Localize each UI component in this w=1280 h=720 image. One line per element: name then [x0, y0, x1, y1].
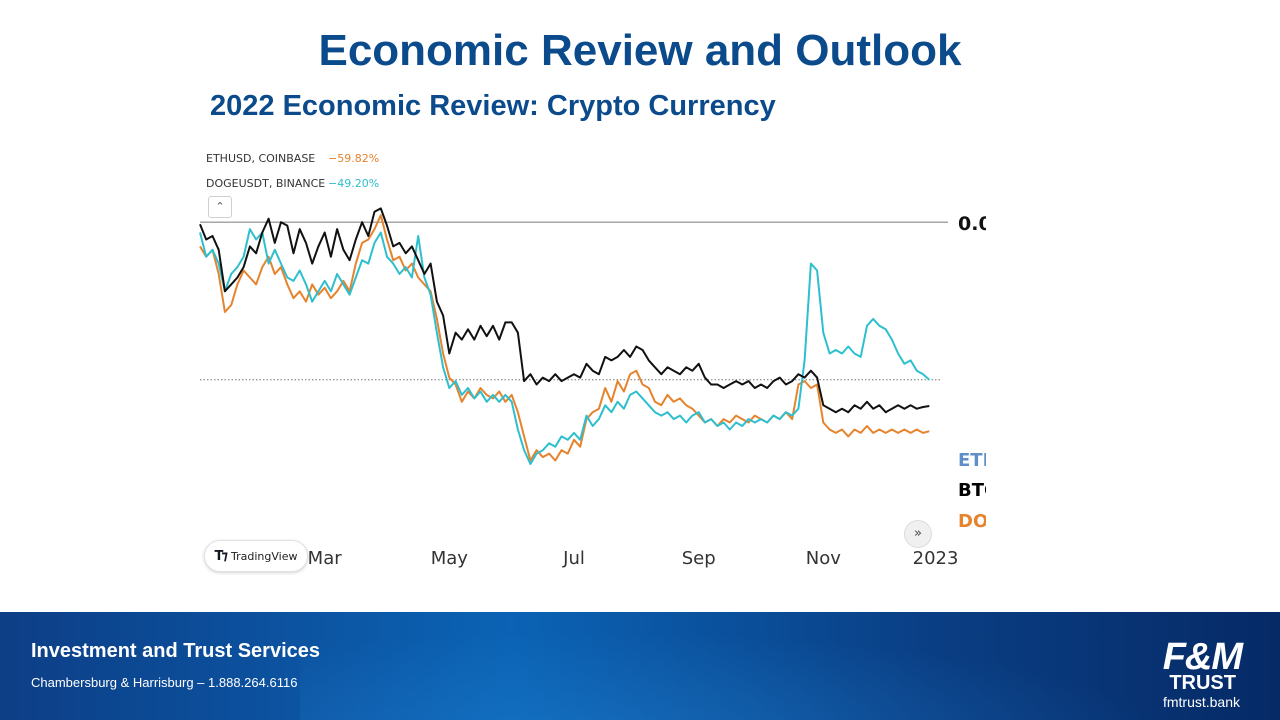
page-subtitle: 2022 Economic Review: Crypto Currency	[210, 90, 776, 122]
end-label-name: ETH:	[958, 450, 986, 471]
series-line-doge	[199, 214, 930, 462]
logo-url: fmtrust.bank	[1162, 694, 1240, 710]
page-title: Economic Review and Outlook	[318, 26, 962, 75]
baseline-label: 0.0%	[958, 213, 986, 235]
tradingview-badge[interactable]: T⁊ TradingView	[204, 540, 308, 572]
fm-trust-logo: F&M TRUST fmtrust.bank	[1112, 636, 1243, 712]
series-line-btc	[199, 207, 930, 414]
footer-contact: Chambersburg & Harrisburg – 1.888.264.61…	[31, 675, 298, 690]
x-tick-label: May	[431, 548, 469, 569]
tradingview-label: TradingView	[231, 549, 298, 563]
x-tick-label: Nov	[806, 548, 841, 569]
x-tick-label: Sep	[682, 548, 716, 569]
tradingview-logo-icon: T⁊	[214, 548, 227, 564]
x-tick-label: Jul	[562, 548, 585, 569]
legend-symbol: ETHUSD, COINBASE	[206, 152, 315, 165]
logo-main: F&M	[1162, 636, 1243, 678]
x-tick-label: 2023	[913, 548, 959, 569]
series-line-eth	[199, 228, 930, 465]
legend-value: −49.20%	[328, 177, 379, 190]
legend-value: −59.82%	[328, 152, 379, 165]
legend-symbol: DOGEUSDT, BINANCE	[206, 177, 325, 190]
logo-sub: TRUST	[1169, 672, 1236, 694]
footer-bar: Investment and Trust Services Chambersbu…	[0, 612, 1280, 720]
chart-canvas: Mar May Jul Sep Nov 2023 ETHUSD, COINBASE −59.8…	[199, 152, 986, 569]
x-tick-label: Mar	[308, 548, 343, 569]
end-label-name: DOGE	[958, 511, 986, 532]
end-label-name: BTC:	[958, 480, 986, 501]
double-chevron-right-icon[interactable]: »	[904, 520, 932, 548]
footer-decoration	[300, 612, 1280, 720]
chevron-up-icon[interactable]: ⌃	[208, 196, 232, 218]
footer-title: Investment and Trust Services	[31, 640, 321, 662]
crypto-chart: Mar May Jul Sep Nov 2023 ETHUSD, COINBASE −59.8…	[196, 140, 986, 580]
